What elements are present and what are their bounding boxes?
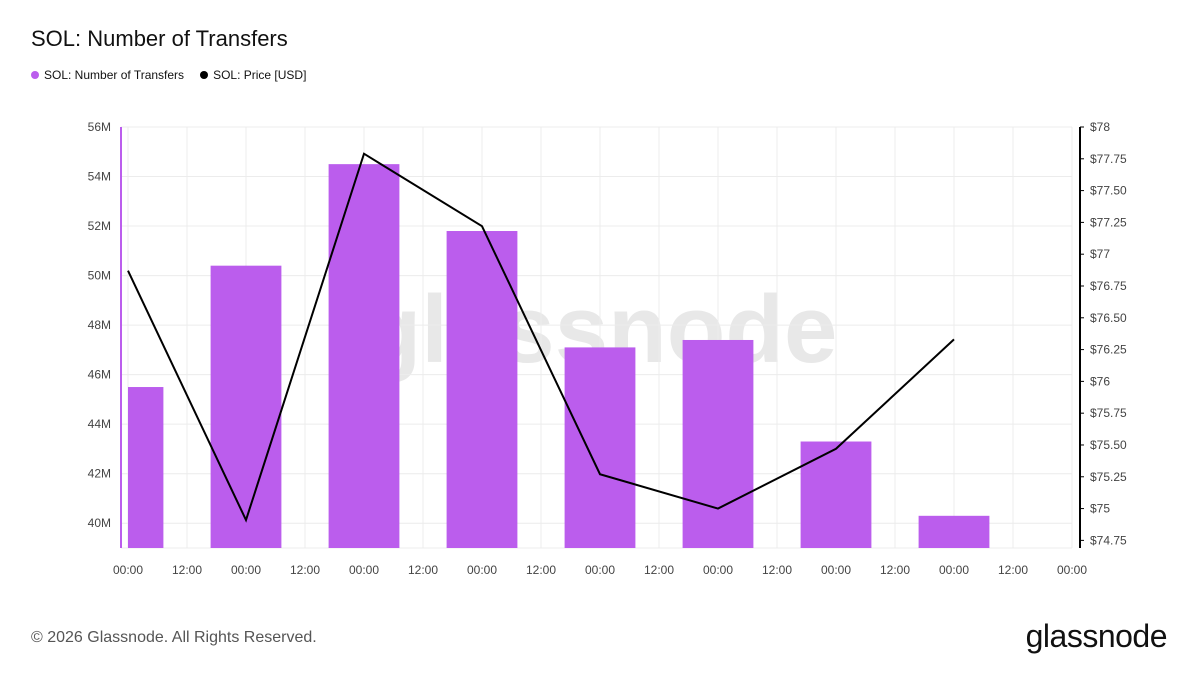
x-tick-label: 00:00 xyxy=(467,563,497,577)
x-tick-label: 12:00 xyxy=(644,563,674,577)
x-tick-label: 12:00 xyxy=(998,563,1028,577)
y-left-tick-label: 48M xyxy=(88,318,111,332)
x-tick-label: 00:00 xyxy=(703,563,733,577)
x-tick-label: 00:00 xyxy=(113,563,143,577)
y-right-tick-label: $76 xyxy=(1090,374,1110,388)
y-left-tick-label: 54M xyxy=(88,170,111,184)
y-left-tick-label: 56M xyxy=(88,120,111,134)
x-tick-label: 12:00 xyxy=(172,563,202,577)
bar-series xyxy=(128,164,990,548)
legend-item-transfers[interactable]: SOL: Number of Transfers xyxy=(31,68,184,82)
y-right-tick-label: $75.25 xyxy=(1090,470,1127,484)
x-tick-label: 00:00 xyxy=(349,563,379,577)
bar xyxy=(682,339,754,548)
x-tick-label: 12:00 xyxy=(526,563,556,577)
y-right-tick-label: $77.75 xyxy=(1090,152,1127,166)
x-tick-label: 00:00 xyxy=(231,563,261,577)
chart-area: glassnode 40M42M44M46M48M50M52M54M56M$74… xyxy=(88,120,1127,577)
y-left-tick-label: 52M xyxy=(88,219,111,233)
y-right-tick-label: $78 xyxy=(1090,120,1110,134)
y-right-tick-label: $75.50 xyxy=(1090,438,1127,452)
y-right-tick-label: $74.75 xyxy=(1090,533,1127,547)
price-line xyxy=(127,152,955,523)
copyright-footer: © 2026 Glassnode. All Rights Reserved. xyxy=(31,629,317,646)
x-tick-label: 12:00 xyxy=(880,563,910,577)
bar xyxy=(128,387,164,548)
y-right-tick-label: $77 xyxy=(1090,247,1110,261)
legend-swatch-price xyxy=(200,71,209,79)
y-left-tick-label: 42M xyxy=(88,467,111,481)
y-right-tick-label: $75 xyxy=(1090,502,1110,516)
brand-logo[interactable]: glassnode xyxy=(1025,618,1168,654)
x-tick-label: 00:00 xyxy=(1057,563,1087,577)
bar xyxy=(446,231,518,548)
y-right-tick-label: $75.75 xyxy=(1090,406,1127,420)
y-left-tick-label: 40M xyxy=(88,516,111,530)
chart-title: SOL: Number of Transfers xyxy=(31,26,288,51)
x-tick-label: 00:00 xyxy=(821,563,851,577)
y-left-tick-label: 44M xyxy=(88,417,111,431)
y-right-tick-label: $77.50 xyxy=(1090,184,1127,198)
legend-item-price[interactable]: SOL: Price [USD] xyxy=(200,68,306,82)
y-right-tick-label: $76.75 xyxy=(1090,279,1127,293)
bar xyxy=(800,441,872,548)
x-tick-label: 12:00 xyxy=(408,563,438,577)
x-tick-label: 12:00 xyxy=(762,563,792,577)
legend-label-transfers: SOL: Number of Transfers xyxy=(44,68,185,82)
x-tick-label: 00:00 xyxy=(585,563,615,577)
legend: SOL: Number of Transfers SOL: Price [USD… xyxy=(31,68,306,82)
y-right-tick-label: $77.25 xyxy=(1090,215,1127,229)
legend-swatch-transfers xyxy=(31,71,39,79)
line-series xyxy=(127,152,955,523)
axes: 40M 42M 44M 46M 48M 50M 52M 54M 56M $74.75 $75 $75.… xyxy=(88,120,1127,577)
bar xyxy=(210,265,282,548)
y-right-tick-label: $76.25 xyxy=(1090,343,1127,357)
y-left-tick-label: 46M xyxy=(88,368,111,382)
y-left-tick-label: 50M xyxy=(88,269,111,283)
x-tick-label: 00:00 xyxy=(939,563,969,577)
legend-label-price: SOL: Price [USD] xyxy=(213,68,307,82)
bar xyxy=(328,164,400,548)
y-right-tick-label: $76.50 xyxy=(1090,311,1127,325)
x-tick-label: 12:00 xyxy=(290,563,320,577)
bar xyxy=(564,347,636,548)
bar xyxy=(918,515,990,548)
